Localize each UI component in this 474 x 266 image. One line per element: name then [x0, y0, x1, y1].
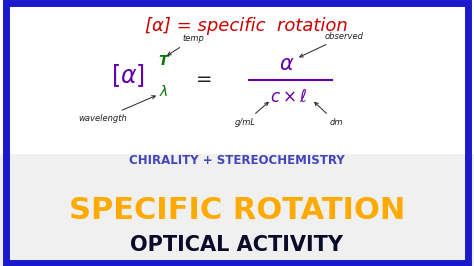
FancyBboxPatch shape [0, 154, 474, 266]
Text: =: = [196, 70, 212, 89]
Text: dm: dm [315, 102, 343, 127]
Text: T: T [159, 54, 168, 68]
Text: g/mL: g/mL [235, 102, 268, 127]
Text: OPTICAL ACTIVITY: OPTICAL ACTIVITY [130, 235, 344, 255]
Text: [α] = specific  rotation: [α] = specific rotation [145, 17, 348, 35]
Text: CHIRALITY + STEREOCHEMISTRY: CHIRALITY + STEREOCHEMISTRY [129, 155, 345, 167]
Text: observed: observed [300, 32, 364, 57]
Text: $\alpha$: $\alpha$ [279, 54, 294, 74]
Text: temp: temp [168, 34, 204, 55]
FancyBboxPatch shape [0, 0, 474, 165]
Text: SPECIFIC ROTATION: SPECIFIC ROTATION [69, 196, 405, 225]
Text: $c \times \ell$: $c \times \ell$ [271, 88, 308, 106]
Text: $\lambda$: $\lambda$ [159, 84, 168, 99]
Text: wavelength: wavelength [78, 96, 155, 123]
Text: $[\alpha]$: $[\alpha]$ [111, 63, 145, 89]
